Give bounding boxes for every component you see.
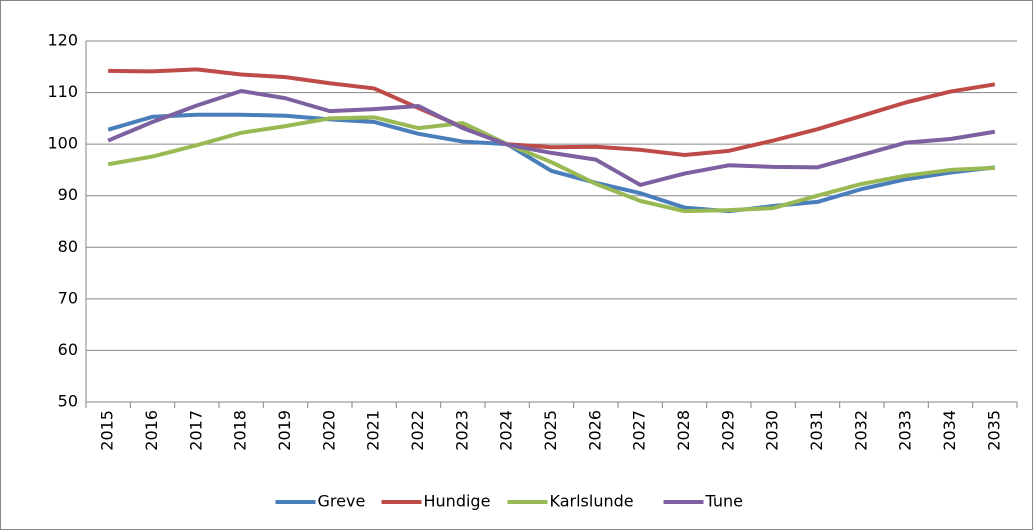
x-tick-label: 2031 xyxy=(807,410,826,451)
legend-label: Hundige xyxy=(424,492,491,511)
x-tick-label: 2020 xyxy=(319,410,338,451)
y-tick-label: 100 xyxy=(47,134,78,153)
series-line xyxy=(107,112,996,214)
x-tick-label: 2021 xyxy=(364,410,383,451)
legend-label: Tune xyxy=(705,492,743,511)
x-tick-label: 2018 xyxy=(231,410,250,451)
legend-label: Karlslunde xyxy=(550,492,634,511)
x-tick-label: 2034 xyxy=(940,410,959,451)
x-tick-label: 2029 xyxy=(718,410,737,451)
x-tick-label: 2030 xyxy=(763,410,782,451)
x-tick-label: 2017 xyxy=(186,410,205,451)
y-tick-label: 80 xyxy=(58,237,78,256)
series-line xyxy=(108,67,996,157)
y-tick-label: 110 xyxy=(47,82,78,101)
legend-label: Greve xyxy=(318,492,366,511)
x-tick-label: 2019 xyxy=(275,410,294,451)
x-tick-label: 2032 xyxy=(851,410,870,451)
y-tick-label: 120 xyxy=(47,31,78,50)
y-tick-label: 50 xyxy=(58,392,78,411)
x-tick-label: 2024 xyxy=(497,410,516,451)
x-tick-label: 2028 xyxy=(674,410,693,451)
series-line xyxy=(107,89,996,187)
x-tick-label: 2027 xyxy=(630,410,649,451)
y-tick-label: 90 xyxy=(58,185,78,204)
x-tick-label: 2025 xyxy=(541,410,560,451)
x-tick-label: 2016 xyxy=(142,410,161,451)
x-tick-label: 2022 xyxy=(408,410,427,451)
y-tick-label: 60 xyxy=(58,340,78,359)
x-tick-label: 2035 xyxy=(984,410,1003,451)
x-tick-label: 2026 xyxy=(585,410,604,451)
x-tick-label: 2015 xyxy=(98,410,117,451)
y-tick-label: 70 xyxy=(58,288,78,307)
x-tick-label: 2023 xyxy=(452,410,471,451)
x-tick-label: 2033 xyxy=(896,410,915,451)
series-line xyxy=(107,115,995,214)
